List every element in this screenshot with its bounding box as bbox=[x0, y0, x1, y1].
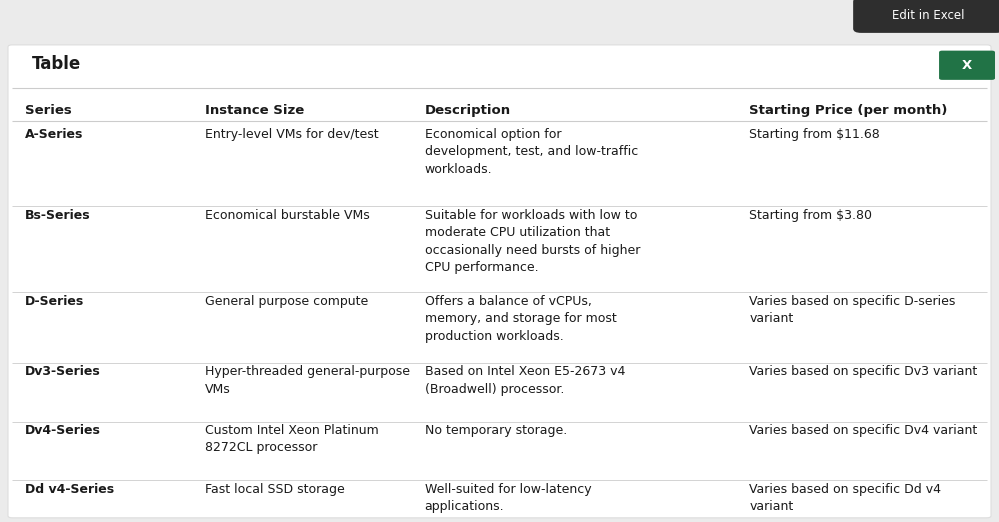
Text: Starting Price (per month): Starting Price (per month) bbox=[749, 104, 948, 117]
Text: Varies based on specific Dd v4
variant: Varies based on specific Dd v4 variant bbox=[749, 483, 941, 513]
Text: Based on Intel Xeon E5-2673 v4
(Broadwell) processor.: Based on Intel Xeon E5-2673 v4 (Broadwel… bbox=[425, 365, 625, 396]
FancyBboxPatch shape bbox=[853, 0, 999, 33]
Text: Instance Size: Instance Size bbox=[205, 104, 304, 117]
Text: Suitable for workloads with low to
moderate CPU utilization that
occasionally ne: Suitable for workloads with low to moder… bbox=[425, 209, 640, 274]
Text: Dd v4-Series: Dd v4-Series bbox=[25, 483, 114, 496]
Text: Custom Intel Xeon Platinum
8272CL processor: Custom Intel Xeon Platinum 8272CL proces… bbox=[205, 424, 379, 454]
FancyBboxPatch shape bbox=[8, 45, 991, 518]
Text: Bs-Series: Bs-Series bbox=[25, 209, 91, 222]
Text: Varies based on specific Dv3 variant: Varies based on specific Dv3 variant bbox=[749, 365, 977, 378]
Text: Dv4-Series: Dv4-Series bbox=[25, 424, 101, 437]
Text: Series: Series bbox=[25, 104, 72, 117]
Text: Economical option for
development, test, and low-traffic
workloads.: Economical option for development, test,… bbox=[425, 128, 637, 176]
Text: Edit in Excel: Edit in Excel bbox=[892, 9, 965, 21]
Text: Varies based on specific D-series
variant: Varies based on specific D-series varian… bbox=[749, 295, 956, 325]
Text: Description: Description bbox=[425, 104, 510, 117]
Text: Starting from $11.68: Starting from $11.68 bbox=[749, 128, 880, 141]
Text: Economical burstable VMs: Economical burstable VMs bbox=[205, 209, 370, 222]
Text: Table: Table bbox=[32, 55, 81, 73]
Text: Hyper-threaded general-purpose
VMs: Hyper-threaded general-purpose VMs bbox=[205, 365, 410, 396]
Text: D-Series: D-Series bbox=[25, 295, 84, 308]
Text: Offers a balance of vCPUs,
memory, and storage for most
production workloads.: Offers a balance of vCPUs, memory, and s… bbox=[425, 295, 616, 343]
FancyBboxPatch shape bbox=[939, 51, 995, 80]
Text: Varies based on specific Dv4 variant: Varies based on specific Dv4 variant bbox=[749, 424, 977, 437]
Text: No temporary storage.: No temporary storage. bbox=[425, 424, 566, 437]
Text: Dv3-Series: Dv3-Series bbox=[25, 365, 101, 378]
Text: General purpose compute: General purpose compute bbox=[205, 295, 368, 308]
Text: X: X bbox=[962, 59, 972, 72]
Text: A-Series: A-Series bbox=[25, 128, 83, 141]
Text: Well-suited for low-latency
applications.: Well-suited for low-latency applications… bbox=[425, 483, 591, 513]
Text: Fast local SSD storage: Fast local SSD storage bbox=[205, 483, 345, 496]
Text: Starting from $3.80: Starting from $3.80 bbox=[749, 209, 872, 222]
Text: Entry-level VMs for dev/test: Entry-level VMs for dev/test bbox=[205, 128, 379, 141]
